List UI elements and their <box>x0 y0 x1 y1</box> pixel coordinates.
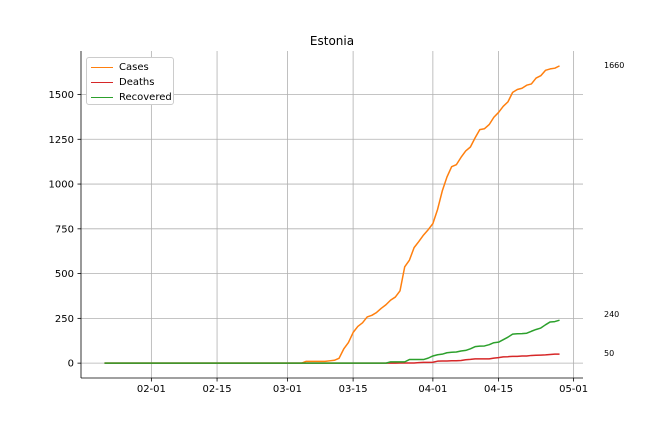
axis-layer <box>77 51 583 382</box>
y-tick-label: 1000 <box>49 180 74 191</box>
series-layer <box>104 65 560 364</box>
y-tick-label: 1250 <box>49 135 74 146</box>
x-tick-label: 03-15 <box>339 384 368 395</box>
legend-item-recovered: Recovered <box>91 90 172 104</box>
x-tick-label: 04-15 <box>484 384 513 395</box>
y-tick-label: 500 <box>55 269 74 280</box>
y-tick-label: 1500 <box>49 90 74 101</box>
legend-swatch-recovered <box>91 96 113 98</box>
grid-layer <box>81 51 583 378</box>
legend-swatch-deaths <box>91 81 113 83</box>
x-tick-label: 02-15 <box>203 384 232 395</box>
y-tick-label: 0 <box>68 359 74 370</box>
legend-label-deaths: Deaths <box>119 76 155 88</box>
legend-swatch-cases <box>91 66 113 68</box>
series-line-recovered <box>104 319 560 364</box>
x-tick-label: 02-01 <box>137 384 166 395</box>
x-tick-label: 05-01 <box>559 384 588 395</box>
legend-label-cases: Cases <box>119 61 149 73</box>
end-label-cases: 1660 <box>604 61 625 70</box>
x-tick-label: 03-01 <box>273 384 302 395</box>
tick-label-layer: 02-01 02-15 03-01 03-15 04-01 04-15 05-01 0 250 5… <box>49 90 589 395</box>
end-label-deaths: 50 <box>604 349 615 358</box>
end-label-recovered: 240 <box>604 310 620 319</box>
x-tick-label: 04-01 <box>418 384 447 395</box>
legend-item-cases: Cases <box>91 60 149 74</box>
chart-title: Estonia <box>309 34 355 48</box>
y-tick-label: 250 <box>55 314 74 325</box>
legend: Cases Deaths Recovered <box>86 57 174 105</box>
y-tick-label: 750 <box>55 224 74 235</box>
legend-label-recovered: Recovered <box>119 91 172 103</box>
legend-item-deaths: Deaths <box>91 75 154 89</box>
series-line-deaths <box>104 353 560 364</box>
series-line-cases <box>104 65 560 364</box>
